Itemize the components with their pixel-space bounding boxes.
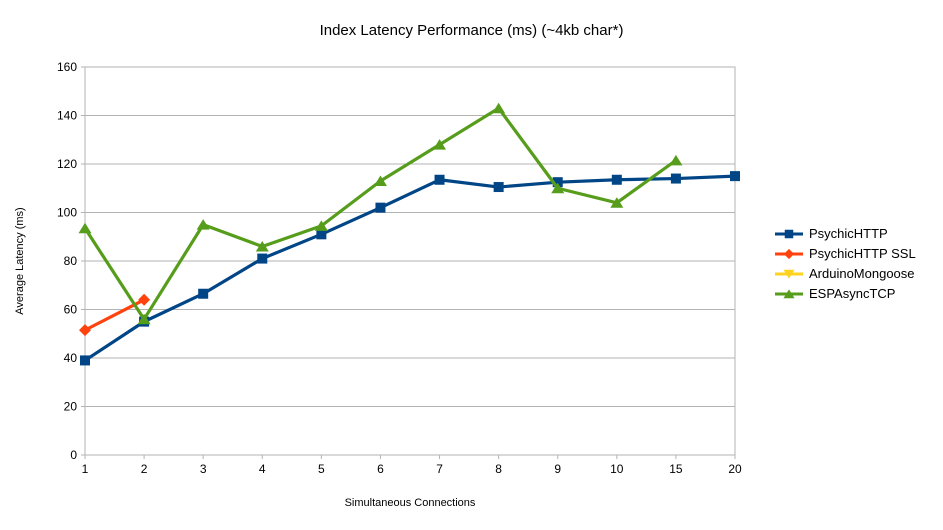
- legend-marker-icon-arduinomongoose: [775, 269, 803, 279]
- y-axis-tick-label: 20: [64, 400, 78, 414]
- data-point-marker: [198, 288, 209, 299]
- x-axis-tick-label: 20: [728, 462, 742, 476]
- legend-item: ESPAsyncTCP: [775, 286, 916, 301]
- y-axis-tick-label: 60: [64, 303, 78, 317]
- y-axis-tick-label: 160: [57, 60, 77, 74]
- data-point-marker: [670, 173, 681, 184]
- x-axis-tick-label: 15: [669, 462, 683, 476]
- x-axis-tick-label: 9: [554, 462, 561, 476]
- data-point-marker: [783, 288, 795, 298]
- y-axis-tick-label: 120: [57, 157, 77, 171]
- data-point-marker: [433, 139, 447, 150]
- data-point-marker: [255, 240, 269, 252]
- data-point-marker: [783, 269, 795, 279]
- data-point-marker: [373, 175, 387, 186]
- legend-label: PsychicHTTP SSL: [809, 246, 916, 261]
- data-point-marker: [610, 197, 624, 208]
- y-axis-tick-label: 0: [70, 448, 77, 462]
- series-line-espasynctcp: [83, 106, 677, 321]
- legend-item: ArduinoMongoose: [775, 266, 916, 281]
- chart-title: Index Latency Performance (ms) (~4kb cha…: [319, 22, 624, 39]
- legend-item: PsychicHTTP: [775, 226, 916, 241]
- y-axis-tick-label: 80: [64, 254, 78, 268]
- data-point-marker: [196, 219, 210, 230]
- data-point-marker: [79, 324, 91, 337]
- data-point-marker: [434, 174, 445, 185]
- x-axis-tick-label: 5: [318, 462, 325, 476]
- data-point-marker: [80, 355, 90, 366]
- data-point-marker: [314, 220, 328, 231]
- data-point-marker: [257, 253, 268, 264]
- x-axis-tick-label: 10: [610, 462, 624, 476]
- data-point-marker: [551, 182, 565, 194]
- y-axis-tick-label: 100: [57, 206, 77, 220]
- x-axis-title: Simultaneous Connections: [344, 497, 476, 509]
- y-axis-tick-label: 140: [57, 109, 77, 123]
- data-point-marker: [78, 222, 92, 234]
- legend-label: ArduinoMongoose: [809, 266, 915, 281]
- legend-label: ESPAsyncTCP: [809, 286, 896, 301]
- x-axis-tick-label: 6: [377, 462, 384, 476]
- x-axis-tick-label: 7: [436, 462, 443, 476]
- legend-label: PsychicHTTP: [809, 226, 888, 241]
- x-axis-tick-label: 1: [82, 462, 89, 476]
- data-point-marker: [375, 202, 386, 213]
- data-point-marker: [138, 293, 151, 306]
- x-axis-tick-label: 2: [141, 462, 148, 476]
- legend-marker-icon-psychichttp: [775, 229, 803, 238]
- legend-marker-icon-psychichttp-ssl: [775, 248, 803, 259]
- data-point-marker: [784, 229, 794, 238]
- data-point-marker: [611, 174, 622, 185]
- legend: PsychicHTTP PsychicHTTP SSL ArduinoMongo…: [775, 226, 916, 301]
- legend-marker-icon-espasynctcp: [775, 288, 803, 298]
- x-axis-tick-label: 3: [200, 462, 207, 476]
- x-axis-tick-label: 4: [259, 462, 266, 476]
- data-point-marker: [783, 248, 795, 259]
- y-axis-tick-label: 40: [64, 351, 78, 365]
- x-axis-tick-label: 8: [495, 462, 502, 476]
- data-point-marker: [730, 171, 740, 182]
- legend-item: PsychicHTTP SSL: [775, 246, 916, 261]
- data-point-marker: [316, 229, 327, 240]
- data-point-marker: [137, 313, 151, 325]
- series-line-psychichttp: [84, 174, 736, 362]
- plot-area-border: [84, 66, 736, 456]
- data-point-marker: [552, 177, 563, 188]
- data-point-marker: [493, 182, 504, 193]
- data-point-marker: [492, 102, 506, 114]
- data-point-marker: [669, 154, 683, 166]
